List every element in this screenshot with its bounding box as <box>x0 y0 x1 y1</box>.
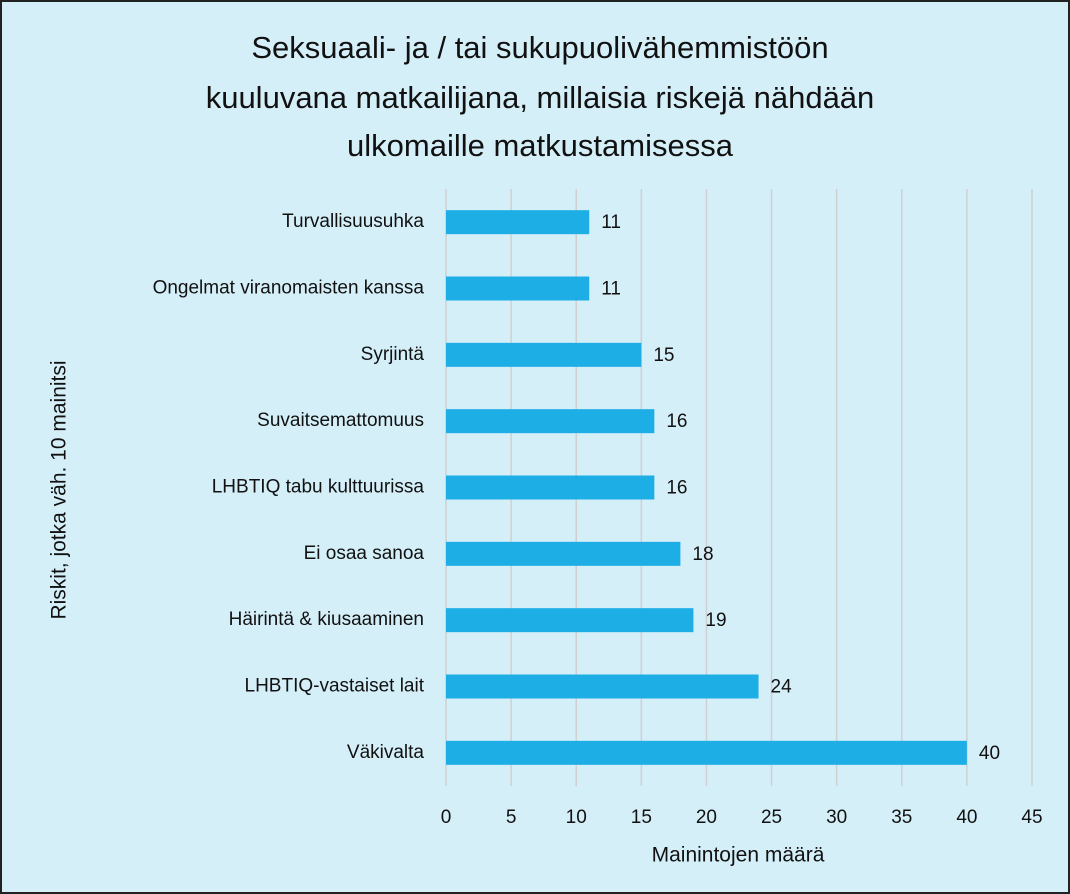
bar <box>446 409 655 434</box>
x-tick-label: 15 <box>631 807 652 828</box>
x-tick-label: 40 <box>956 807 977 828</box>
x-tick-label: 30 <box>826 807 847 828</box>
chart-title: kuuluvana matkailijana, millaisia riskej… <box>206 80 875 115</box>
data-label: 11 <box>601 279 621 300</box>
data-label: 24 <box>771 677 793 698</box>
data-label: 16 <box>666 478 687 499</box>
y-tick-label: Syrjintä <box>361 344 425 365</box>
chart-title: Seksuaali- ja / tai sukupuolivähemmistöö… <box>251 30 828 65</box>
x-tick-label: 10 <box>566 807 587 828</box>
bar <box>446 674 759 699</box>
y-tick-label: Väkivalta <box>347 742 425 763</box>
y-tick-label: Turvallisuusuhka <box>282 211 424 232</box>
y-tick-label: Ongelmat viranomaisten kanssa <box>153 278 425 299</box>
bar <box>446 608 694 633</box>
x-tick-label: 25 <box>761 807 782 828</box>
x-tick-label: 35 <box>891 807 912 828</box>
y-tick-label: LHBTIQ-vastaiset lait <box>245 676 425 697</box>
bar <box>446 740 967 765</box>
bar <box>446 541 681 566</box>
y-tick-label: Häirintä & kiusaaminen <box>229 609 424 630</box>
y-tick-label: Ei osaa sanoa <box>304 543 425 564</box>
x-tick-label: 45 <box>1021 807 1042 828</box>
y-tick-label: Suvaitsemattomuus <box>257 410 424 431</box>
bar <box>446 210 590 235</box>
y-tick-label: LHBTIQ tabu kulttuurissa <box>212 477 425 498</box>
data-label: 19 <box>705 610 726 631</box>
x-axis-label: Mainintojen määrä <box>652 844 825 867</box>
x-tick-label: 20 <box>696 807 717 828</box>
bar <box>446 475 655 500</box>
y-axis-label: Riskit, jotka väh. 10 mainitsi <box>48 360 71 619</box>
data-label: 11 <box>601 212 621 233</box>
x-tick-label: 0 <box>441 807 452 828</box>
data-label: 18 <box>692 544 713 565</box>
data-label: 16 <box>666 411 687 432</box>
bar <box>446 342 642 367</box>
bar <box>446 276 590 301</box>
data-label: 40 <box>979 743 1000 764</box>
x-tick-label: 5 <box>506 807 517 828</box>
data-label: 15 <box>653 345 674 366</box>
chart-title: ulkomaille matkustamisessa <box>347 128 734 163</box>
